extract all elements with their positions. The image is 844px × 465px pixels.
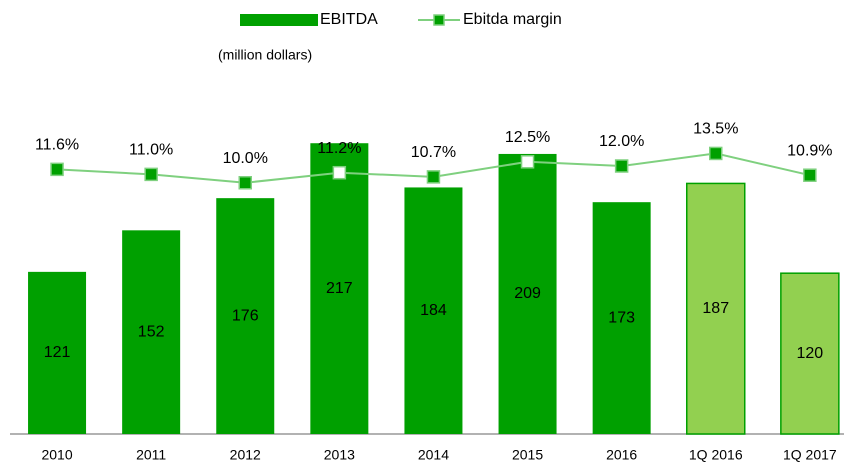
line-value-label: 10.0% (223, 150, 268, 167)
x-tick-label: 1Q 2017 (783, 447, 837, 463)
legend-label: EBITDA (320, 11, 378, 28)
legend-swatch (240, 14, 318, 26)
bar (686, 182, 746, 435)
line-marker (614, 159, 629, 173)
bar (28, 271, 87, 434)
legend-label: Ebitda margin (463, 11, 562, 28)
line-marker (520, 155, 535, 169)
line-value-label: 12.5% (505, 129, 550, 146)
x-tick-label: 2010 (41, 447, 72, 463)
chart-subtitle: (million dollars) (218, 47, 312, 63)
line-value-label: 10.7% (411, 144, 456, 161)
bar-value-label: 173 (608, 309, 635, 326)
x-tick-label: 2016 (606, 447, 637, 463)
line-value-label: 11.6% (35, 137, 79, 154)
x-tick-label: 2012 (230, 447, 261, 463)
bar-value-label: 209 (514, 285, 541, 302)
bar-value-label: 176 (232, 307, 259, 324)
x-tick-label: 2015 (512, 447, 543, 463)
bar-value-label: 121 (44, 344, 71, 361)
legend-marker (433, 14, 445, 26)
bar-value-label: 152 (138, 323, 165, 340)
line-value-label: 10.9% (787, 142, 832, 159)
line-marker (144, 167, 158, 182)
bar (498, 153, 557, 434)
bar (404, 187, 463, 434)
line-value-label: 13.5% (693, 121, 738, 138)
x-tick-label: 2013 (324, 447, 355, 463)
line-marker (238, 176, 252, 190)
x-tick-label: 1Q 2016 (689, 447, 743, 463)
line-value-label: 11.0% (129, 142, 173, 159)
bar (216, 198, 275, 434)
line-value-label: 12.0% (599, 133, 644, 150)
line-marker (426, 170, 441, 184)
bar-value-label: 120 (796, 345, 823, 362)
x-tick-label: 2011 (136, 447, 166, 463)
bar-value-label: 184 (420, 302, 447, 319)
bar (310, 143, 369, 434)
line-marker (50, 162, 64, 177)
bar-value-label: 187 (702, 300, 729, 317)
x-tick-label: 2014 (418, 447, 449, 463)
bar (780, 272, 840, 435)
bar (592, 202, 651, 434)
bar (122, 230, 181, 434)
line-value-label: 11.2% (317, 140, 361, 157)
line-marker (332, 165, 347, 180)
bar-value-label: 217 (326, 280, 353, 297)
line-marker (709, 146, 723, 161)
line-marker (803, 168, 817, 182)
